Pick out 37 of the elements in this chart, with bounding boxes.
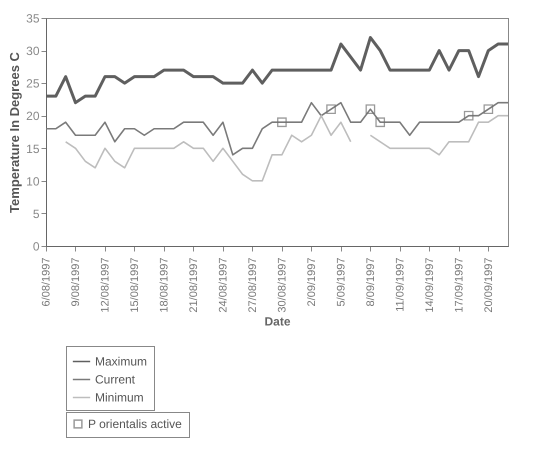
y-axis-title: Temperature In Degrees C xyxy=(7,51,22,213)
y-tick-label: 20 xyxy=(26,109,40,124)
legend-label: Maximum xyxy=(95,354,148,368)
x-tick-label: 15/08/1997 xyxy=(128,258,141,313)
x-tick-label: 14/09/1997 xyxy=(424,258,436,313)
x-tick-label: 21/08/1997 xyxy=(188,258,200,313)
point xyxy=(326,104,336,114)
x-tick-label: 5/09/1997 xyxy=(335,258,348,306)
y-tick-label: 25 xyxy=(26,76,40,91)
legend-label: P orientalis active xyxy=(88,417,182,431)
x-tick-label: 12/08/1997 xyxy=(99,258,112,313)
x-tick-label: 30/08/1997 xyxy=(276,258,288,313)
x-tick-label: 11/09/1997 xyxy=(394,258,406,312)
x-axis-title: Date xyxy=(264,314,291,329)
x-tick-label: 6/08/1997 xyxy=(40,258,52,306)
point xyxy=(375,117,386,128)
x-tick-label: 18/08/1997 xyxy=(158,258,170,313)
x-tick-label: 20/09/1997 xyxy=(482,258,495,313)
y-tick-label: 10 xyxy=(26,174,40,188)
y-tick-label: 5 xyxy=(32,206,40,221)
x-tick-label: 9/08/1997 xyxy=(70,258,82,306)
x-tick-label: 2/09/1997 xyxy=(306,258,318,306)
point xyxy=(484,104,494,114)
y-tick-label: 30 xyxy=(26,44,40,58)
y-tick-label: 0 xyxy=(32,240,40,254)
legend-label: Minimum xyxy=(95,390,144,404)
point xyxy=(366,104,376,114)
x-tick-label: 8/09/1997 xyxy=(364,258,377,306)
x-tick-label: 17/09/1997 xyxy=(453,258,466,313)
point xyxy=(277,117,287,128)
legend-label: Current xyxy=(95,372,136,386)
line-series xyxy=(45,102,509,156)
x-tick-label: 24/08/1997 xyxy=(217,258,230,313)
x-tick-label: 27/08/1997 xyxy=(246,258,259,313)
point xyxy=(464,110,474,121)
y-tick-label: 15 xyxy=(26,142,40,156)
y-tick-label: 35 xyxy=(26,12,40,26)
